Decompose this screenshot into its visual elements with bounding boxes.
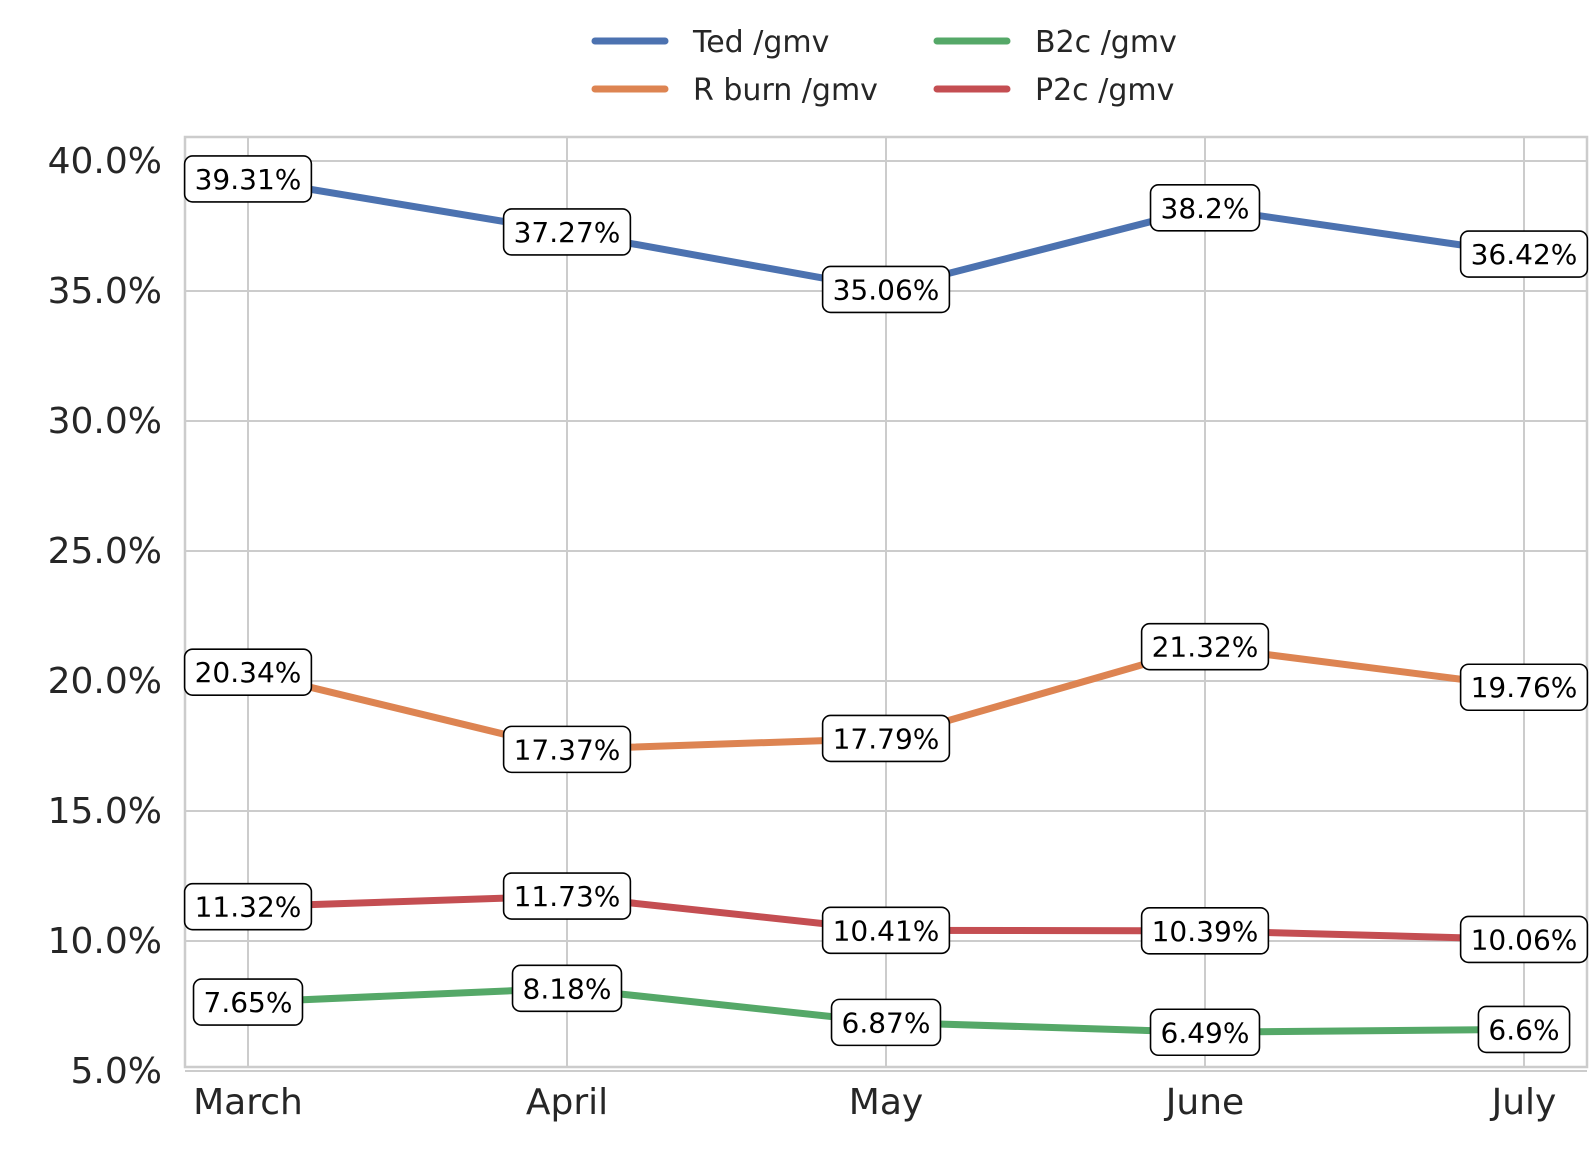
data-label: 38.2% (1149, 184, 1261, 232)
data-label-box (511, 964, 623, 1013)
axis-tick-labels: 5.0% 10.0% 15.0% 20.0% 25.0% 30.0% 35.0% 40.0% M… (48, 141, 1557, 1123)
data-label-box (502, 725, 632, 774)
data-label: 36.42% (1459, 230, 1589, 278)
legend: Ted /gmv R burn /gmv B2c /gmv P2c /gmv (591, 25, 1177, 108)
data-label-text: 10.41% (833, 914, 940, 947)
data-label-text: 7.65% (204, 986, 293, 1019)
data-label-box (183, 155, 313, 203)
data-label: 19.76% (1459, 663, 1589, 712)
data-label: 6.87% (830, 998, 942, 1047)
data-label-box (1140, 907, 1270, 955)
data-label-box (1477, 1005, 1571, 1054)
data-label-text: 20.34% (195, 656, 302, 689)
data-label-box (183, 648, 313, 696)
data-label-text: 11.73% (514, 880, 621, 913)
legend-label: Ted /gmv (692, 25, 829, 60)
data-label-text: 6.6% (1488, 1013, 1559, 1046)
x-tick-label: July (1490, 1082, 1557, 1123)
data-label-text: 21.32% (1152, 631, 1259, 664)
data-label: 10.41% (821, 906, 951, 955)
data-label-box (502, 208, 632, 256)
x-tick-label: March (193, 1082, 303, 1123)
data-label-box (1149, 1008, 1261, 1057)
data-label: 6.49% (1149, 1008, 1261, 1057)
data-label-text: 37.27% (514, 216, 621, 249)
y-tick-label: 20.0% (48, 661, 162, 702)
data-label-text: 17.79% (833, 722, 940, 755)
plot-area-frame (183, 135, 1589, 1069)
data-label: 10.06% (1459, 915, 1589, 964)
data-label-box (1149, 184, 1261, 232)
x-tick-label: April (526, 1082, 608, 1123)
data-label-text: 8.18% (523, 972, 612, 1005)
data-label-box (1140, 622, 1270, 671)
y-tick-label: 40.0% (48, 141, 162, 182)
data-label: 37.27% (502, 208, 632, 256)
data-label-text: 6.49% (1161, 1016, 1250, 1049)
legend-entry: R burn /gmv (591, 73, 878, 108)
y-tick-label: 35.0% (48, 271, 162, 312)
data-label: 35.06% (821, 265, 951, 314)
data-label-box (821, 714, 951, 763)
y-tick-label: 25.0% (48, 531, 162, 572)
x-tick-label: May (849, 1082, 923, 1123)
data-label-text: 35.06% (833, 273, 940, 306)
data-labels: 39.31% 37.27% 35.06% 38.2% 36.42% 20.34% 17.37… (183, 155, 1589, 1057)
data-label-text: 36.42% (1471, 238, 1578, 271)
data-label: 21.32% (1140, 622, 1270, 671)
data-label-box (821, 906, 951, 955)
data-label: 39.31% (183, 155, 313, 203)
legend-entry: P2c /gmv (933, 73, 1174, 108)
legend-label: B2c /gmv (1035, 25, 1177, 60)
data-label-box (502, 872, 632, 920)
data-label-text: 6.87% (842, 1006, 931, 1039)
data-label-box (830, 998, 942, 1047)
data-label: 20.34% (183, 648, 313, 696)
y-tick-label: 15.0% (48, 791, 162, 832)
data-label: 17.37% (502, 725, 632, 774)
legend-entry: Ted /gmv (591, 25, 829, 60)
data-label-box (192, 978, 304, 1026)
data-label: 11.32% (183, 882, 313, 931)
legend-entry: B2c /gmv (933, 25, 1177, 60)
data-label-text: 19.76% (1471, 671, 1578, 704)
data-label-box (1459, 663, 1589, 712)
data-label-text: 11.32% (195, 891, 302, 924)
y-tick-label: 10.0% (48, 921, 162, 962)
legend-label: P2c /gmv (1035, 73, 1174, 108)
data-label: 10.39% (1140, 907, 1270, 955)
data-label-text: 17.37% (514, 733, 621, 766)
data-label-box (1459, 230, 1589, 278)
data-label: 7.65% (192, 978, 304, 1026)
data-label-text: 38.2% (1161, 192, 1250, 225)
data-label: 8.18% (511, 964, 623, 1013)
x-tick-label: June (1164, 1082, 1244, 1123)
data-label-text: 10.06% (1471, 923, 1578, 956)
data-label-text: 39.31% (195, 163, 302, 196)
data-label-box (821, 265, 951, 314)
data-label-box (1459, 915, 1589, 964)
y-tick-label: 30.0% (48, 401, 162, 442)
data-label: 11.73% (502, 872, 632, 920)
data-label-text: 10.39% (1152, 915, 1259, 948)
y-tick-label: 5.0% (71, 1051, 162, 1092)
legend-label: R burn /gmv (693, 73, 878, 108)
data-label: 6.6% (1477, 1005, 1571, 1054)
data-label: 17.79% (821, 714, 951, 763)
data-label-box (183, 882, 313, 931)
